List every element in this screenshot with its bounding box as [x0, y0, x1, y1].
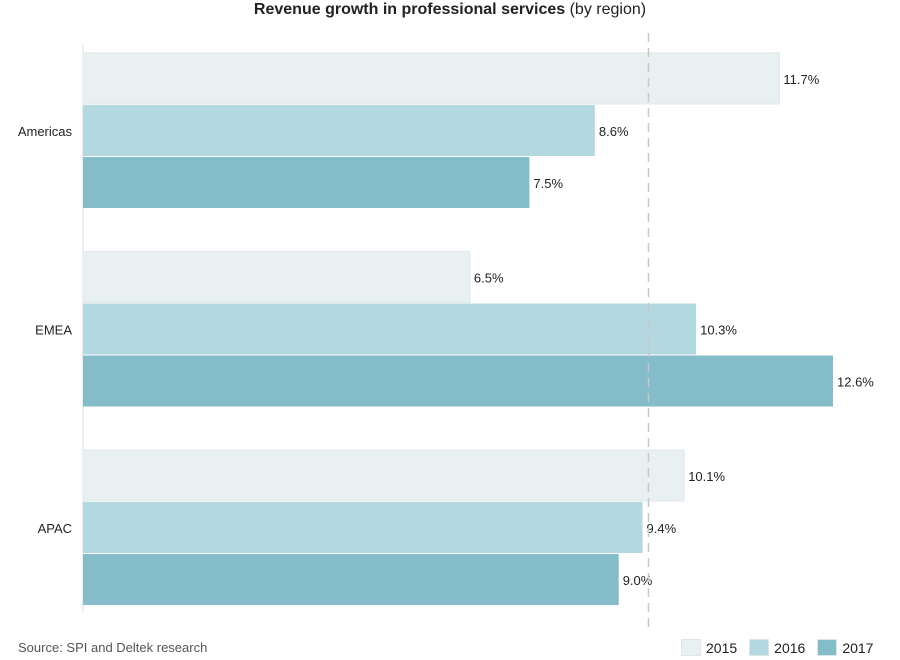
data-label-americas-2016: 8.6%	[599, 124, 629, 139]
legend: 2015 2016 2017	[681, 639, 873, 656]
bar-apac-2017	[83, 554, 619, 605]
bar-emea-2017	[83, 355, 833, 407]
legend-item-2017: 2017	[817, 639, 873, 656]
chart-title-main: Revenue growth in professional services	[253, 1, 566, 18]
legend-swatch-2015	[681, 639, 701, 656]
legend-item-2015: 2015	[681, 639, 737, 656]
data-label-apac-2017: 9.0%	[623, 573, 653, 588]
legend-swatch-2016	[749, 639, 770, 656]
bar-apac-2016	[83, 502, 643, 553]
bar-emea-2016	[83, 303, 697, 355]
data-label-emea-2016: 10.3%	[700, 323, 737, 338]
data-label-apac-2016: 9.4%	[647, 521, 677, 536]
bar-americas-2015	[82, 52, 780, 105]
bar-emea-2015	[82, 251, 471, 303]
chart-title: Revenue growth in professional services …	[0, 0, 900, 20]
legend-label-2017: 2017	[842, 639, 874, 656]
data-label-apac-2015: 10.1%	[688, 469, 725, 484]
category-label-emea: EMEA	[35, 323, 72, 338]
source-note: Source: SPI and Deltek research	[18, 640, 208, 655]
legend-swatch-2017	[817, 639, 838, 656]
data-label-americas-2015: 11.7%	[783, 72, 819, 87]
legend-label-2016: 2016	[774, 639, 806, 656]
data-label-americas-2017: 7.5%	[533, 176, 563, 191]
chart-title-sub: (by region)	[569, 1, 647, 18]
category-label-apac: APAC	[38, 521, 72, 536]
bar-americas-2016	[83, 105, 595, 156]
legend-item-2016: 2016	[749, 639, 805, 656]
category-label-americas: Americas	[18, 124, 73, 139]
data-label-emea-2015: 6.5%	[474, 271, 504, 286]
bar-apac-2015	[82, 449, 685, 502]
data-label-emea-2017: 12.6%	[837, 375, 874, 390]
chart-title-text: Revenue growth in professional services …	[241, 0, 659, 20]
bar-americas-2017	[83, 157, 530, 208]
legend-label-2015: 2015	[706, 639, 738, 656]
